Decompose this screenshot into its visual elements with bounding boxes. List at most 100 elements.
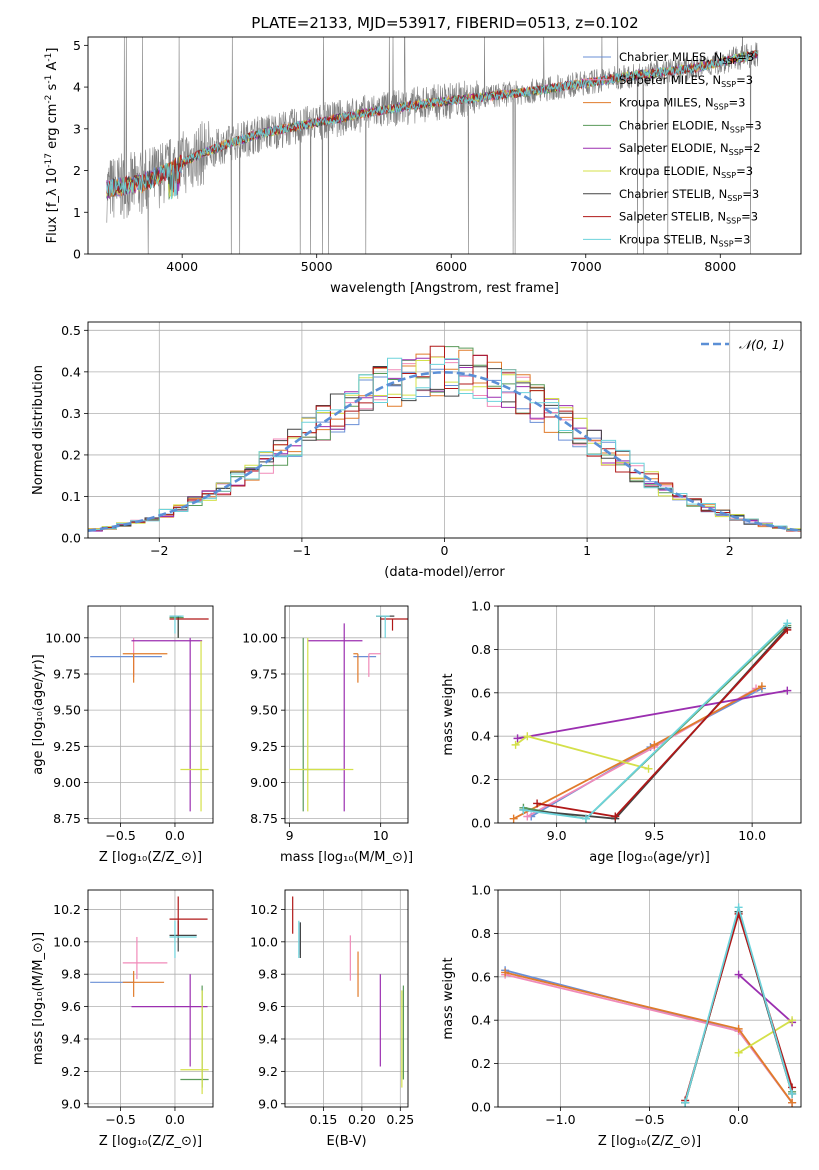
y-tick-label: 0.2 xyxy=(471,772,491,787)
x-axis-label: Z [log₁₀(Z/Z_⊙)] xyxy=(99,1134,202,1149)
y-tick-label: 9.25 xyxy=(250,739,278,754)
y-tick-label: 0.5 xyxy=(61,323,81,338)
legend-entry: Chabrier ELODIE, NSSP​=3 xyxy=(619,118,762,134)
y-tick-label: 0.2 xyxy=(471,1056,491,1071)
spectrum-model-line xyxy=(106,51,758,200)
plot-area-age-vs-Z xyxy=(90,615,209,812)
legend-entry: Chabrier MILES, NSSP​=3 xyxy=(619,50,754,66)
legend-entry: Kroupa MILES, NSSP​=3 xyxy=(619,96,745,112)
y-tick-label: 0.0 xyxy=(61,531,81,546)
x-tick-label: 9 xyxy=(286,828,294,843)
legend-entry: 𝒩(0, 1) xyxy=(739,337,785,352)
x-tick-label: 10.0 xyxy=(738,828,766,843)
y-tick-label: 0.6 xyxy=(471,969,491,984)
weight-marker xyxy=(788,1016,797,1025)
weight-line xyxy=(523,627,788,820)
plot-area-weight-vs-age xyxy=(509,619,792,823)
x-axis-label: E(B-V) xyxy=(326,1134,366,1149)
x-tick-label: 8000 xyxy=(704,259,736,274)
y-tick-label: 0.0 xyxy=(471,816,491,831)
plot-area-age-vs-mass xyxy=(289,615,408,812)
x-tick-label: 9.5 xyxy=(644,828,664,843)
x-tick-label: 0.20 xyxy=(348,1112,376,1127)
y-tick-label: 0.0 xyxy=(471,1100,491,1115)
y-tick-label: 9.0 xyxy=(61,1096,81,1111)
y-tick-label: 10.2 xyxy=(250,902,278,917)
weight-line xyxy=(517,689,788,740)
weight-marker xyxy=(734,1048,743,1057)
x-tick-label: 6000 xyxy=(435,259,467,274)
weight-marker xyxy=(523,812,532,821)
weight-marker xyxy=(788,1098,797,1107)
x-tick-label: 0.0 xyxy=(165,1112,185,1127)
weight-line xyxy=(515,735,649,770)
legend-entry: Chabrier STELIB, NSSP​=3 xyxy=(619,187,759,203)
axes-frame xyxy=(284,605,409,824)
y-tick-label: 10.2 xyxy=(53,902,81,917)
panel-weight-vs-age: 9.0 9.5 10.0 0.0 0.2 0.4 0.6 0.8 1.0 age [log₁₀(a… xyxy=(441,599,802,865)
weight-marker xyxy=(650,740,659,749)
x-tick-label: 2 xyxy=(726,543,734,558)
x-tick-label: 4000 xyxy=(166,259,198,274)
y-axis-label: mass [log₁₀(M/M_⊙)] xyxy=(31,932,46,1065)
x-axis-label: mass [log₁₀(M/M_⊙)] xyxy=(280,850,413,865)
legend-entry: Salpeter STELIB, NSSP​=3 xyxy=(619,210,758,226)
x-tick-label: 0 xyxy=(441,543,449,558)
panel-age-vs-mass: 9 10 8.75 9.00 9.25 9.50 9.75 10.00 mass [log₁₀(… xyxy=(242,605,413,865)
x-axis-label: Z [log₁₀(Z/Z_⊙)] xyxy=(99,850,202,865)
y-tick-label: 9.75 xyxy=(53,666,81,681)
x-axis-label: (data-model)/error xyxy=(384,565,505,580)
y-tick-label: 10.00 xyxy=(45,630,81,645)
panel-age-vs-Z: −0.5 0.0 8.75 9.00 9.25 9.50 9.75 10.00 Z [log₁₀… xyxy=(31,605,214,865)
weight-marker xyxy=(734,1024,743,1033)
x-tick-label: 7000 xyxy=(570,259,602,274)
y-tick-label: 9.50 xyxy=(250,703,278,718)
y-tick-label: 9.25 xyxy=(53,739,81,754)
y-tick-label: 8.75 xyxy=(250,811,278,826)
y-tick-label: 9.00 xyxy=(250,775,278,790)
y-tick-label: 0.2 xyxy=(61,447,81,462)
y-tick-label: 10.00 xyxy=(242,630,278,645)
x-tick-label: 10 xyxy=(373,828,389,843)
x-axis-label: Z [log₁₀(Z/Z_⊙)] xyxy=(598,1134,701,1149)
legend-entry: Kroupa STELIB, NSSP​=3 xyxy=(619,232,750,248)
x-tick-label: −1 xyxy=(293,543,311,558)
y-tick-label: 4 xyxy=(73,80,81,95)
x-tick-label: −2 xyxy=(150,543,168,558)
y-tick-label: 9.4 xyxy=(258,1031,278,1046)
panel-residuals: −2 −1 0 1 2 0.0 0.1 0.2 0.3 0.4 0.5 (data-model)/er… xyxy=(31,321,802,580)
weight-marker xyxy=(681,1098,690,1107)
y-tick-label: 9.6 xyxy=(61,999,81,1014)
x-tick-label: 1 xyxy=(583,543,591,558)
y-tick-label: 9.8 xyxy=(61,967,81,982)
weight-marker xyxy=(644,764,653,773)
axes-frame xyxy=(284,889,409,1108)
y-tick-label: 0.1 xyxy=(61,489,81,504)
axes-frame xyxy=(87,36,802,255)
y-tick-label: 2 xyxy=(73,163,81,178)
weight-marker xyxy=(511,740,520,749)
y-tick-label: 8.75 xyxy=(53,811,81,826)
x-tick-label: 5000 xyxy=(301,259,333,274)
x-tick-label: −0.5 xyxy=(634,1112,664,1127)
weight-line xyxy=(513,685,763,820)
y-tick-label: 10.0 xyxy=(250,934,278,949)
y-axis-label: mass weight xyxy=(441,957,456,1039)
weight-marker xyxy=(533,799,542,808)
legend-entry: Salpeter ELODIE, NSSP​=2 xyxy=(619,141,761,157)
x-axis-label: age [log₁₀(age/yr)] xyxy=(589,850,710,865)
weight-marker xyxy=(734,903,743,912)
y-tick-label: 1.0 xyxy=(471,883,491,898)
y-tick-label: 1.0 xyxy=(471,599,491,614)
weight-marker xyxy=(519,805,528,814)
weight-line xyxy=(738,1019,793,1054)
y-tick-label: 9.2 xyxy=(61,1064,81,1079)
x-tick-label: −1.0 xyxy=(545,1112,575,1127)
weight-marker xyxy=(783,686,792,695)
y-axis-label: age [log₁₀(age/yr)] xyxy=(31,654,46,775)
x-tick-label: −0.5 xyxy=(105,1112,135,1127)
y-tick-label: 0.3 xyxy=(61,406,81,421)
y-tick-label: 0.8 xyxy=(471,642,491,657)
y-tick-label: 0.4 xyxy=(61,364,81,379)
y-axis-label: mass weight xyxy=(441,673,456,755)
